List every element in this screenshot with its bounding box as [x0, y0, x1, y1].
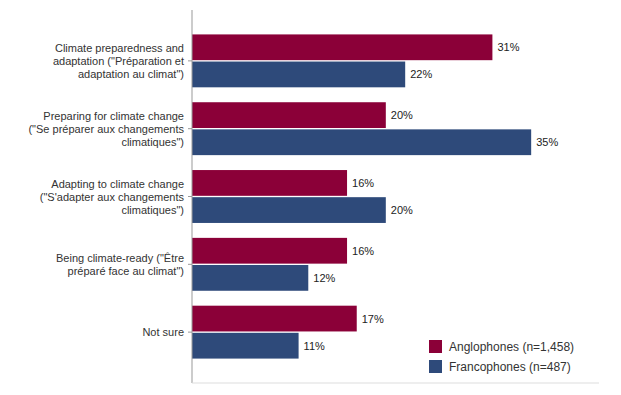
y-tick-label-line: adaptation ("Préparation et: [53, 55, 184, 67]
y-tick-label: Preparing for climate change("Se prépare…: [28, 110, 184, 148]
legend-swatch: [429, 360, 442, 373]
y-tick: [188, 332, 192, 333]
legend-label: Anglophones (n=1,458): [449, 340, 574, 354]
data-label: 12%: [313, 272, 335, 284]
data-label: 20%: [391, 204, 413, 216]
y-tick: [188, 128, 192, 129]
y-tick-label-line: préparé face au climat"): [68, 265, 184, 277]
y-tick-label-line: ("Se préparer aux changements: [28, 123, 184, 135]
bar: [192, 34, 492, 60]
bar: [192, 170, 347, 196]
legend-label: Francophones (n=487): [449, 360, 571, 374]
y-tick-label: Not sure: [142, 326, 184, 338]
y-tick-label: Adapting to climate change("S'adapter au…: [40, 178, 185, 216]
bar: [192, 102, 386, 128]
bar: [192, 238, 347, 264]
bar: [192, 197, 386, 223]
bar: [192, 306, 357, 332]
y-tick-label-line: Being climate-ready ("Être: [56, 252, 184, 264]
data-label: 11%: [304, 340, 325, 352]
data-label: 16%: [352, 177, 374, 189]
bars: [192, 34, 531, 358]
y-tick: [188, 60, 192, 61]
y-tick-label-line: climatiques"): [121, 136, 184, 148]
y-tick-label: Being climate-ready ("Êtrepréparé face a…: [56, 252, 184, 277]
y-tick-label: Climate preparedness andadaptation ("Pré…: [53, 42, 184, 80]
y-tick-label-line: ("S'adapter aux changements: [40, 191, 185, 203]
chart: 31% 22% 20% 35% 16% 20% 16% 12% 17% 11% Climate pr…: [0, 0, 621, 395]
chart-container: 31% 22% 20% 35% 16% 20% 16% 12% 17% 11% Climate pr…: [0, 0, 621, 395]
data-label: 31%: [497, 41, 519, 53]
data-label: 20%: [391, 109, 413, 121]
legend: Anglophones (n=1,458) Francophones (n=487…: [429, 340, 574, 374]
bar: [192, 265, 308, 291]
data-label: 17%: [362, 313, 384, 325]
data-label: 22%: [410, 68, 432, 80]
y-tick: [188, 264, 192, 265]
data-label: 16%: [352, 245, 374, 257]
y-axis: Climate preparedness andadaptation ("Pré…: [28, 10, 599, 383]
y-tick-label-line: Climate preparedness and: [55, 42, 184, 54]
legend-swatch: [429, 340, 442, 353]
y-tick-label-line: Preparing for climate change: [43, 110, 184, 122]
bar: [192, 62, 405, 88]
data-label: 35%: [536, 136, 558, 148]
y-tick: [188, 196, 192, 197]
y-tick-label-line: climatiques"): [121, 204, 184, 216]
bar: [192, 129, 531, 155]
y-tick-label-line: Not sure: [142, 326, 184, 338]
bar: [192, 333, 299, 359]
y-tick-label-line: adaptation au climat"): [78, 68, 184, 80]
y-tick-label-line: Adapting to climate change: [51, 178, 184, 190]
data-labels: 31% 22% 20% 35% 16% 20% 16% 12% 17% 11%: [304, 41, 559, 351]
x-axis-line: [192, 383, 599, 384]
